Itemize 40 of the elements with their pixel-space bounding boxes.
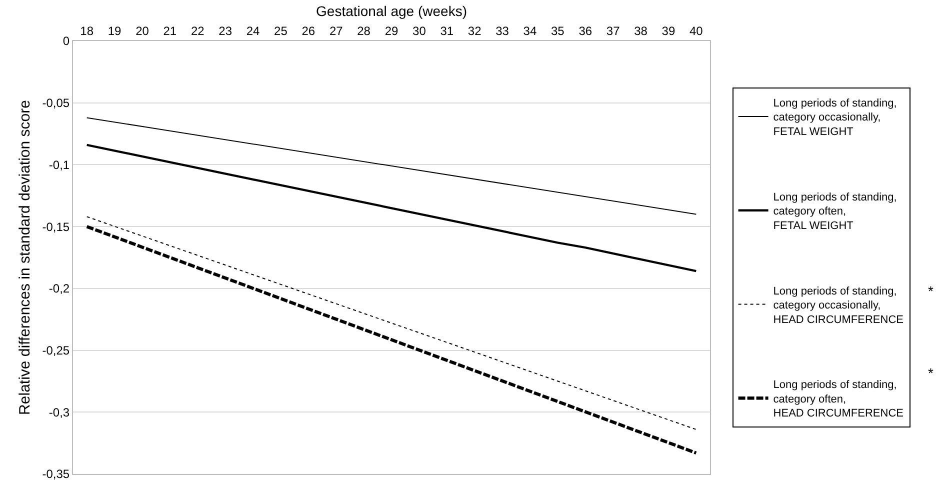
- y-tick-label: -0,15: [42, 220, 70, 234]
- x-tick-label: 26: [302, 24, 316, 38]
- y-tick-label: -0,35: [42, 467, 70, 482]
- legend-label: Long periods of standing, category occasionally, FETAL WEIGHT: [773, 97, 897, 138]
- text: *: [928, 283, 934, 299]
- y-axis-title: Relative differences in standard deviation score: [16, 100, 34, 415]
- x-tick-label: 34: [523, 24, 537, 38]
- x-tick-label: 27: [329, 24, 344, 38]
- x-tick-label: 20: [136, 24, 150, 38]
- x-tick-label: 19: [108, 24, 122, 38]
- x-tick-label: 18: [80, 24, 94, 38]
- x-tick-label: 38: [634, 24, 648, 38]
- y-tick-label: -0,2: [48, 282, 70, 296]
- y-tick-label: -0,3: [48, 405, 70, 420]
- x-tick-label: 28: [357, 24, 371, 38]
- x-tick-label: 35: [550, 24, 565, 38]
- legend-label: Long periods of standing, category occasionally, HEAD CIRCUMFERENCE: [773, 285, 904, 326]
- text: *: [928, 365, 934, 381]
- y-tick-label: -0,05: [42, 96, 70, 110]
- y-tick-label: -0,1: [48, 158, 70, 172]
- x-tick-label: 23: [218, 24, 232, 38]
- x-tick-label: 39: [662, 24, 676, 38]
- x-axis-title: Gestational age (weeks): [316, 2, 467, 19]
- legend-label: Long periods of standing, category often, FETAL WEIGHT: [773, 191, 897, 232]
- x-tick-label: 24: [246, 24, 260, 38]
- legend-label: Long periods of standing, category often, HEAD CIRCUMFERENCE: [773, 379, 904, 420]
- x-tick-label: 36: [578, 24, 592, 38]
- y-tick-label: 0: [62, 34, 70, 48]
- x-tick-label: 22: [190, 24, 205, 38]
- x-tick-label: 29: [384, 24, 398, 38]
- x-tick-label: 30: [412, 24, 426, 38]
- x-tick-label: 33: [496, 24, 510, 38]
- x-tick-label: 40: [689, 24, 704, 38]
- x-tick-label: 37: [606, 24, 620, 38]
- x-tick-label: 21: [163, 24, 177, 38]
- x-tick-label: 32: [468, 24, 482, 38]
- y-tick-label: -0,25: [42, 343, 70, 358]
- x-tick-label: 31: [440, 24, 454, 38]
- x-tick-label: 25: [274, 24, 288, 38]
- line-series: [86, 144, 698, 272]
